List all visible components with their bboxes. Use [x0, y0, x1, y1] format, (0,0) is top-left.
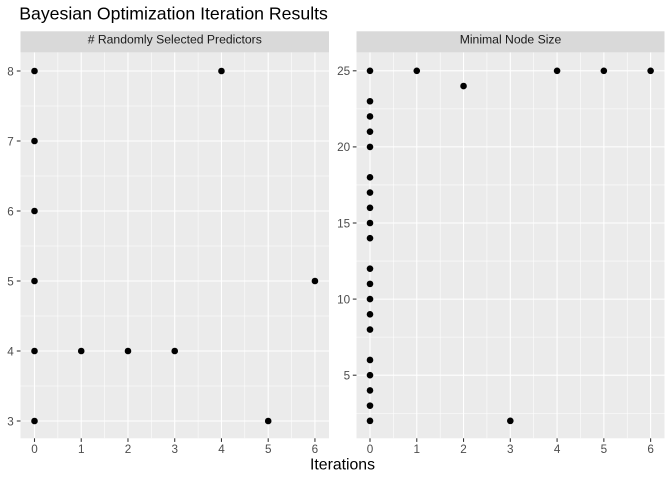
svg-text:4: 4 [554, 443, 561, 456]
svg-text:2: 2 [125, 443, 132, 456]
svg-text:5: 5 [265, 443, 272, 456]
svg-text:3: 3 [507, 443, 514, 456]
svg-text:Minimal Node Size: Minimal Node Size [460, 33, 562, 47]
svg-text:5: 5 [344, 370, 351, 383]
svg-text:Bayesian Optimization Iteratio: Bayesian Optimization Iteration Results [19, 4, 328, 24]
svg-text:8: 8 [7, 65, 14, 78]
svg-text:10: 10 [337, 293, 351, 306]
svg-text:1: 1 [78, 443, 85, 456]
svg-text:3: 3 [7, 415, 14, 428]
svg-text:25: 25 [337, 65, 351, 78]
svg-text:0: 0 [31, 443, 38, 456]
svg-text:5: 5 [601, 443, 608, 456]
svg-text:7: 7 [7, 135, 14, 148]
svg-text:Iterations: Iterations [310, 456, 375, 473]
svg-text:6: 6 [647, 443, 654, 456]
svg-text:0: 0 [367, 443, 374, 456]
svg-text:5: 5 [7, 275, 14, 288]
svg-text:2: 2 [460, 443, 467, 456]
svg-text:1: 1 [414, 443, 421, 456]
svg-text:6: 6 [312, 443, 319, 456]
svg-text:3: 3 [171, 443, 178, 456]
svg-text:4: 4 [218, 443, 225, 456]
svg-text:20: 20 [337, 141, 351, 154]
svg-text:4: 4 [7, 345, 14, 358]
svg-text:6: 6 [7, 205, 14, 218]
svg-text:# Randomly Selected Predictors: # Randomly Selected Predictors [88, 33, 262, 47]
svg-text:15: 15 [337, 217, 351, 230]
